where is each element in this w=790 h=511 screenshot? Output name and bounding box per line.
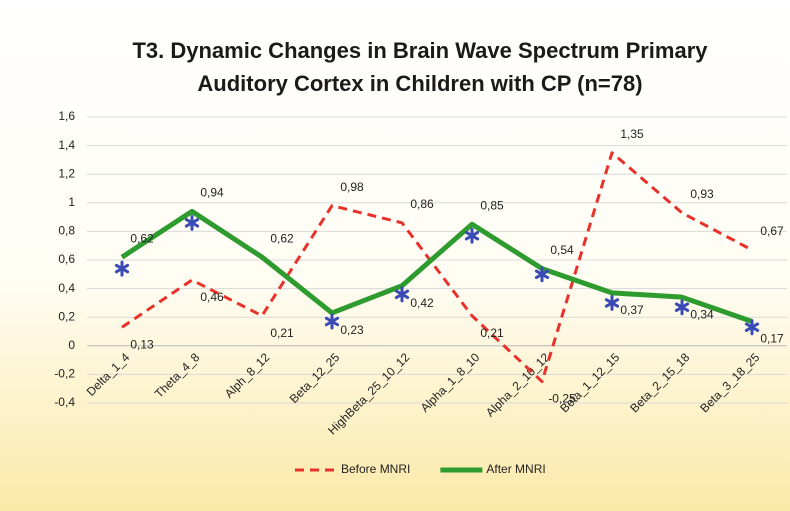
legend-label: After MNRI <box>486 462 545 476</box>
y-tick-label: -0,4 <box>54 395 75 409</box>
data-label: 0,62 <box>130 231 154 245</box>
data-label: 0,46 <box>200 290 224 304</box>
data-label: 0,23 <box>340 323 364 337</box>
significance-marker <box>744 319 760 336</box>
y-tick-label: 0,4 <box>58 281 75 295</box>
data-label: 0,42 <box>410 296 434 310</box>
significance-marker <box>394 286 410 303</box>
significance-marker <box>114 260 130 277</box>
significance-marker <box>604 294 620 311</box>
data-label: 0,67 <box>760 224 784 238</box>
significance-marker <box>464 227 480 244</box>
y-tick-label: 1,6 <box>58 109 75 123</box>
data-label: 0,37 <box>620 303 644 317</box>
data-label: 0,21 <box>480 326 504 340</box>
series-line <box>120 208 753 324</box>
series-line <box>121 151 753 384</box>
y-tick-label: -0,2 <box>54 367 75 381</box>
data-label: 0,86 <box>410 197 434 211</box>
data-label: 0,94 <box>200 186 224 200</box>
significance-marker <box>534 266 550 283</box>
legend-label: Before MNRI <box>341 462 410 476</box>
data-label: 0,21 <box>270 326 294 340</box>
data-label: 0,54 <box>550 243 574 257</box>
data-label: 0,93 <box>690 187 714 201</box>
y-tick-label: 1,4 <box>58 138 75 152</box>
data-label: 0,62 <box>270 231 294 245</box>
data-label: 0,98 <box>340 180 364 194</box>
significance-marker <box>324 313 340 330</box>
data-label: -0,25 <box>548 392 576 406</box>
chart-title: Auditory Cortex in Children with CP (n=7… <box>197 71 642 96</box>
y-tick-label: 0,2 <box>58 309 75 323</box>
chart-title: T3. Dynamic Changes in Brain Wave Spectr… <box>132 38 708 63</box>
data-label: 0,13 <box>130 337 154 351</box>
data-label: 0,34 <box>690 307 714 321</box>
y-tick-label: 0,8 <box>58 224 75 238</box>
y-tick-label: 0,6 <box>58 252 75 266</box>
data-label: 1,35 <box>620 127 644 141</box>
significance-marker <box>184 214 200 231</box>
y-tick-label: 0 <box>68 338 75 352</box>
y-tick-label: 1,2 <box>58 166 75 180</box>
significance-marker <box>674 299 690 316</box>
data-label: 0,85 <box>480 198 504 212</box>
data-label: 0,17 <box>760 332 784 346</box>
y-tick-label: 1 <box>68 195 75 209</box>
